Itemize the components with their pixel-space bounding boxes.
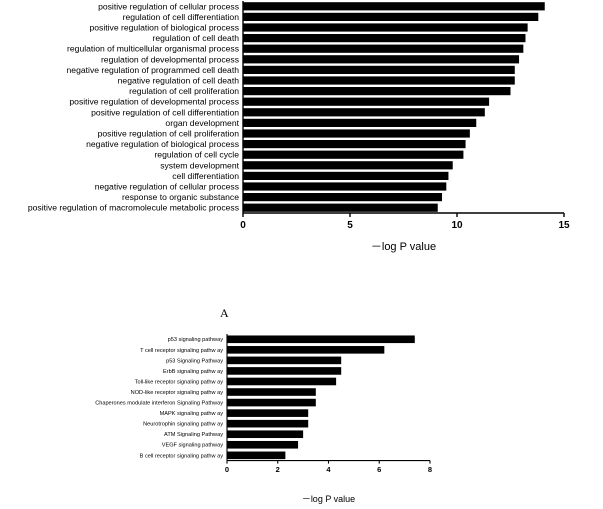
category-label: B cell receptor signaling pathw ay: [140, 453, 224, 459]
bar: [243, 140, 466, 149]
panel-label: A: [220, 306, 229, 320]
x-tick-label: 0: [240, 220, 246, 231]
category-label: cell differentiation: [172, 171, 239, 181]
bar: [243, 12, 539, 21]
x-axis-title: －log P value: [302, 494, 355, 504]
category-label: positive regulation of developmental pro…: [69, 97, 239, 107]
bar: [243, 55, 520, 64]
category-label: positive regulation of macromolecule met…: [28, 203, 239, 213]
category-label: MAPK signaling pathw ay: [160, 411, 224, 417]
bar: [243, 118, 477, 127]
bar: [243, 203, 438, 212]
bar: [227, 398, 316, 407]
bar: [243, 108, 485, 117]
category-label: regulation of cell differentiation: [123, 12, 240, 22]
bar: [243, 193, 443, 202]
category-label: regulation of cell proliferation: [129, 86, 239, 96]
bar: [243, 23, 528, 32]
x-tick-label: 0: [225, 465, 229, 474]
bar: [243, 97, 490, 106]
category-label: positive regulation of biological proces…: [89, 23, 239, 33]
bar: [243, 2, 545, 11]
bar: [243, 65, 515, 74]
bar: [243, 182, 447, 191]
bar: [243, 44, 524, 53]
bar: [243, 34, 526, 43]
category-label: negative regulation of biological proces…: [86, 139, 239, 149]
category-label: NOD-like receptor signaling pathw ay: [131, 390, 224, 396]
bar: [243, 87, 511, 96]
bar: [227, 346, 385, 354]
category-label: p53 Signaling Pathway: [166, 358, 223, 364]
category-label: negative regulation of programmed cell d…: [67, 65, 240, 75]
bar: [227, 356, 342, 365]
bar: [243, 150, 464, 159]
x-axis-title: －log P value: [371, 241, 436, 253]
bar: [227, 367, 342, 375]
x-tick-label: 8: [428, 465, 432, 474]
bar: [227, 335, 415, 344]
category-label: response to organic substance: [122, 192, 239, 202]
category-label: Toll-like receptor signaling pathw ay: [135, 379, 224, 385]
x-tick-label: 4: [326, 465, 331, 474]
category-label: Neurotrophin signaling pathw ay: [143, 422, 223, 428]
chart-pathways: p53 signaling pathway T cell receptor sig…: [95, 334, 432, 504]
category-label: ATM Signaling Pathway: [164, 432, 223, 438]
category-label: regulation of cell cycle: [154, 150, 239, 160]
chart-go-terms: positive regulation of cellular processr…: [28, 1, 570, 253]
bar: [243, 171, 449, 180]
x-tick-label: 15: [558, 220, 570, 231]
category-label: T cell receptor signaling pathw ay: [140, 348, 223, 354]
bar: [227, 388, 316, 396]
category-label: system development: [160, 160, 239, 170]
category-label: Chaperones modulate interferon Signaling…: [95, 401, 223, 407]
category-label: organ development: [165, 118, 239, 128]
bar: [243, 161, 453, 170]
bar: [227, 430, 304, 439]
x-tick-label: 6: [377, 465, 381, 474]
category-label: positive regulation of cell proliferatio…: [98, 129, 240, 139]
bar: [243, 129, 470, 138]
bar: [227, 451, 286, 460]
x-tick-label: 10: [451, 220, 463, 231]
bar: [227, 419, 309, 428]
category-label: ErbB signaling pathw ay: [163, 369, 223, 375]
category-label: regulation of developmental process: [101, 54, 239, 64]
x-tick-label: 2: [276, 465, 280, 474]
x-tick-label: 5: [347, 220, 353, 231]
bar: [227, 409, 309, 417]
category-label: negative regulation of cell death: [118, 76, 240, 86]
category-label: VEGF signaling pathway: [162, 443, 223, 449]
category-label: regulation of multicellular organismal p…: [67, 44, 239, 54]
category-label: p53 signaling pathway: [168, 337, 224, 343]
category-label: negative regulation of cellular process: [95, 182, 239, 192]
bar: [227, 440, 299, 449]
bar: [243, 76, 515, 85]
bar: [227, 377, 337, 386]
category-label: regulation of cell death: [153, 33, 240, 43]
category-label: positive regulation of cell differentiat…: [91, 107, 239, 117]
category-label: positive regulation of cellular process: [98, 1, 239, 11]
